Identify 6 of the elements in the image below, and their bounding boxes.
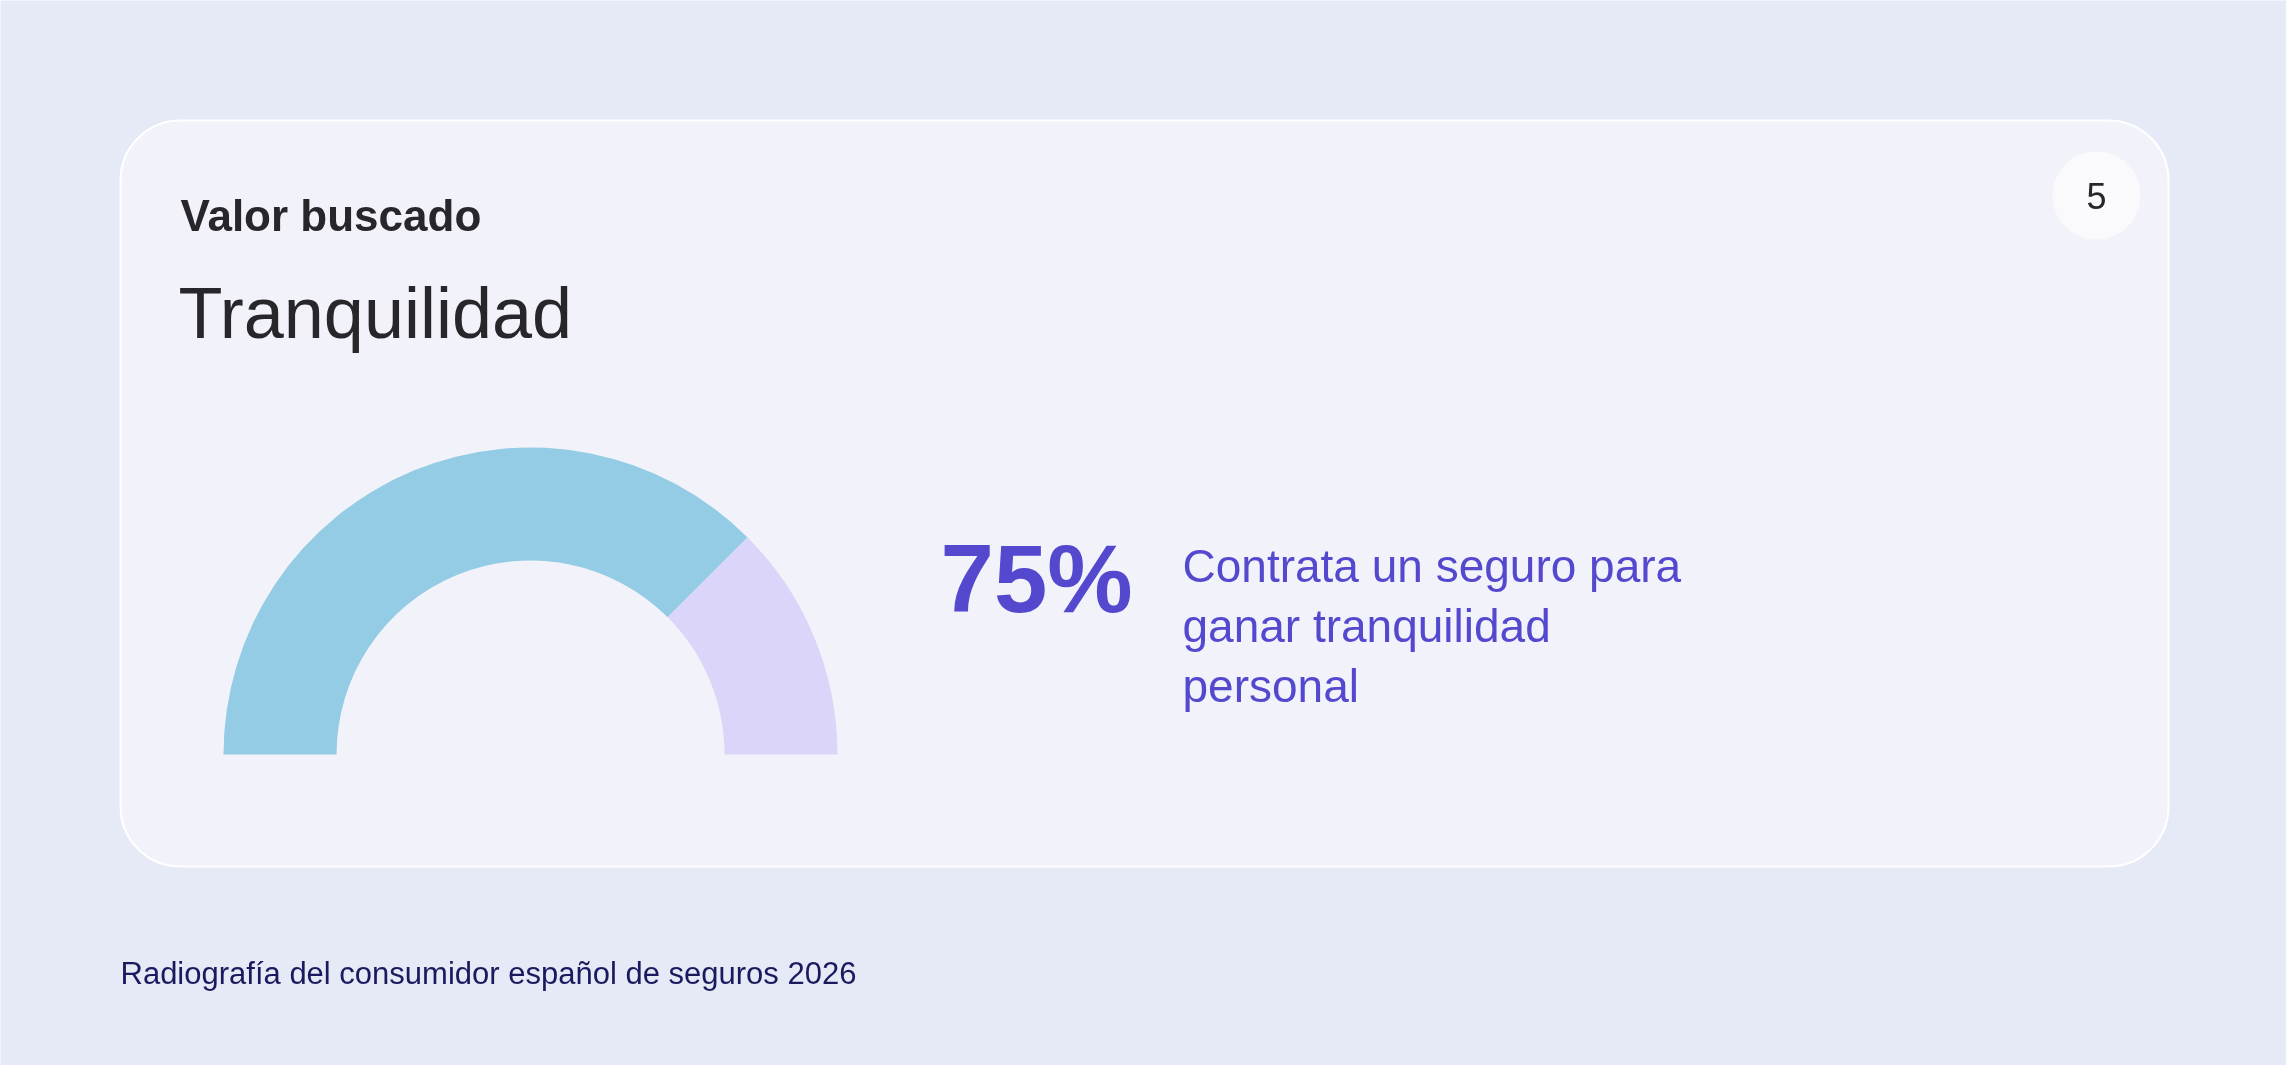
chart-subtitle: Tranquilidad [178,272,573,353]
text: 5 [2086,175,2107,217]
chart-title: Valor buscado [180,191,482,240]
text: Radiografía del consumidor español de seguros 2026 [120,956,857,991]
text: 75% [940,525,1133,632]
text: Contrata un seguro para ganar tranquilidad personal [1182,539,1682,712]
